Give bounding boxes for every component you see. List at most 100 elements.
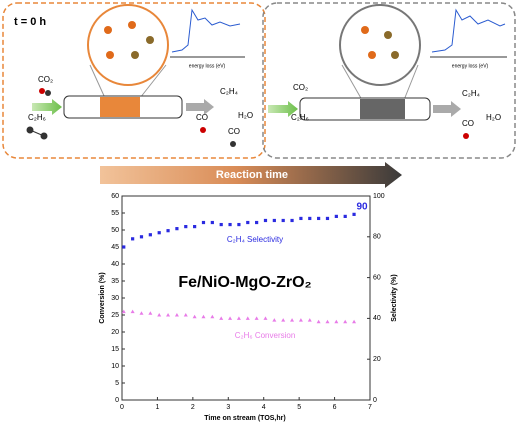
data-point — [139, 311, 144, 315]
molecule-label: C₂H₆ — [291, 113, 309, 122]
data-point — [130, 309, 135, 314]
zoom-line — [89, 64, 106, 99]
zoom-circle — [339, 4, 421, 86]
data-point — [325, 216, 330, 221]
y-tick-label: 40 — [111, 261, 119, 268]
y-tick-label: 55 — [111, 210, 119, 217]
data-point — [201, 314, 206, 319]
data-point — [237, 222, 241, 227]
molecule-label: H₂O — [486, 113, 501, 122]
molecule-label: CO₂ — [293, 83, 308, 92]
molecule-label: C₂H₄ — [462, 89, 480, 98]
x-tick-label: 3 — [226, 404, 230, 411]
y2-tick-label: 80 — [373, 234, 381, 241]
data-point — [184, 225, 188, 229]
spectrum — [431, 8, 506, 53]
y-tick-label: 60 — [111, 193, 119, 200]
arrow-label: Reaction time — [216, 169, 288, 181]
x-tick-label: 2 — [191, 404, 195, 411]
inlet-arrow — [32, 99, 62, 115]
y-tick-label: 20 — [111, 329, 119, 336]
data-point — [157, 313, 162, 317]
data-point — [122, 245, 126, 249]
outlet-arrow — [433, 101, 461, 117]
molecule — [45, 90, 51, 96]
molecule — [463, 133, 469, 139]
molecule-label: CO — [228, 127, 240, 136]
data-point — [281, 218, 285, 223]
molecule — [230, 141, 236, 147]
zoom-circle — [87, 4, 169, 86]
y-tick-label: 45 — [111, 244, 119, 251]
data-point — [334, 214, 338, 218]
data-point — [228, 222, 232, 227]
clusters — [104, 21, 154, 59]
zoom-line — [403, 64, 419, 101]
data-point — [121, 309, 126, 314]
x-tick-label: 6 — [333, 404, 337, 411]
y-tick-label: 10 — [111, 363, 119, 370]
data-point — [255, 220, 259, 225]
data-point — [343, 319, 348, 324]
molecule — [200, 127, 206, 133]
data-point — [246, 220, 250, 225]
molecule-label: H₂O — [238, 111, 253, 120]
zoom-line — [341, 64, 363, 101]
chart-title: Fe/NiO-MgO-ZrO₂ — [178, 274, 311, 291]
data-point — [325, 319, 330, 324]
x-tick-label: 4 — [262, 404, 266, 411]
plot-frame — [121, 195, 371, 401]
data-point — [281, 318, 286, 322]
x-tick-label: 7 — [368, 404, 372, 411]
y-tick-label: 25 — [111, 312, 119, 319]
data-point — [308, 216, 312, 221]
data-point — [148, 233, 152, 237]
data-point — [174, 313, 179, 317]
y2-tick-label: 60 — [373, 274, 381, 281]
data-point — [192, 314, 197, 319]
data-point — [166, 229, 170, 233]
series-label: C₂H₄ Selectivity — [227, 235, 283, 244]
data-point — [157, 231, 161, 235]
y2-tick-label: 0 — [373, 397, 377, 404]
x-axis-title: Time on stream (TOS,hr) — [204, 415, 285, 422]
y-tick-label: 50 — [111, 227, 119, 234]
spectrum — [171, 8, 241, 53]
data-point — [219, 222, 223, 227]
x-tick-label: 5 — [297, 404, 301, 411]
catalyst-bed — [100, 97, 140, 117]
series-label: C₂H₆ Conversion — [235, 331, 296, 340]
x-tick-label: 1 — [155, 404, 159, 411]
data-point — [175, 227, 179, 231]
data-point — [210, 220, 214, 225]
clusters — [361, 26, 399, 59]
y2-tick-label: 40 — [373, 315, 381, 322]
molecule — [39, 88, 45, 94]
y-tick-label: 30 — [111, 295, 119, 302]
y2-tick-label: 20 — [373, 356, 381, 363]
y-tick-label: 5 — [115, 380, 119, 387]
data-point — [236, 316, 241, 320]
data-point — [272, 318, 277, 322]
data-point — [131, 237, 135, 241]
data-point — [183, 313, 188, 317]
data-point — [219, 316, 224, 320]
zoom-line — [139, 64, 167, 99]
molecule-label: C₂H₆ — [28, 113, 46, 122]
y-tick-label: 35 — [111, 278, 119, 285]
annotation: 90 — [356, 202, 368, 213]
spectrum-label: energy loss (eV) — [452, 63, 489, 69]
outlet-arrow — [186, 99, 214, 115]
data-point — [263, 218, 268, 223]
molecule-label: CO₂ — [38, 75, 53, 84]
molecule-label: CO — [196, 113, 208, 122]
ethane — [26, 126, 48, 140]
data-point — [148, 311, 153, 315]
data-point — [263, 316, 268, 320]
data-point — [299, 216, 303, 221]
data-point — [254, 316, 259, 320]
data-point — [316, 319, 321, 324]
data-point — [193, 225, 197, 229]
data-point — [210, 314, 215, 319]
